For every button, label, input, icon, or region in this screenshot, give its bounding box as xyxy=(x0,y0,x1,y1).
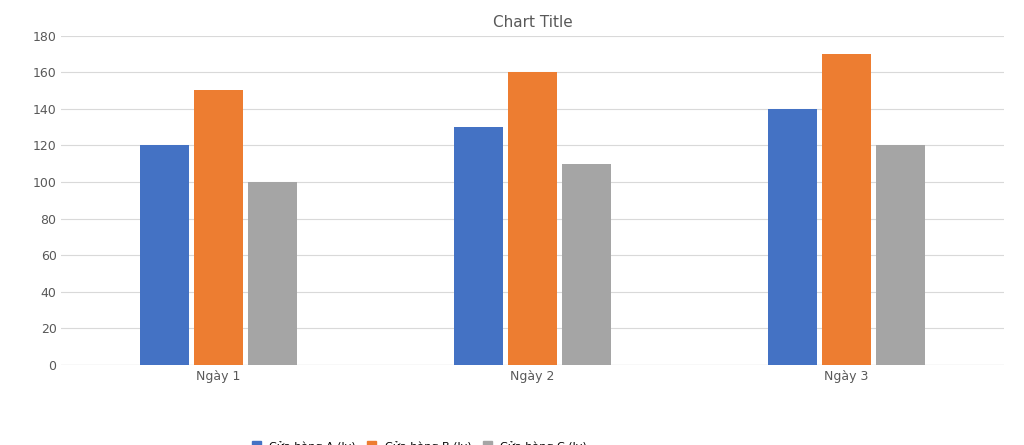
Legend: Cửa hàng A (ly), Cửa hàng B (ly), Cửa hàng C (ly): Cửa hàng A (ly), Cửa hàng B (ly), Cửa hà… xyxy=(252,441,587,445)
Bar xyxy=(508,72,557,365)
Bar xyxy=(561,164,611,365)
Bar xyxy=(876,146,925,365)
Bar xyxy=(194,90,243,365)
Bar xyxy=(248,182,297,365)
Bar xyxy=(768,109,817,365)
Bar xyxy=(822,54,871,365)
Bar xyxy=(140,146,189,365)
Bar xyxy=(454,127,504,365)
Title: Chart Title: Chart Title xyxy=(493,15,572,30)
